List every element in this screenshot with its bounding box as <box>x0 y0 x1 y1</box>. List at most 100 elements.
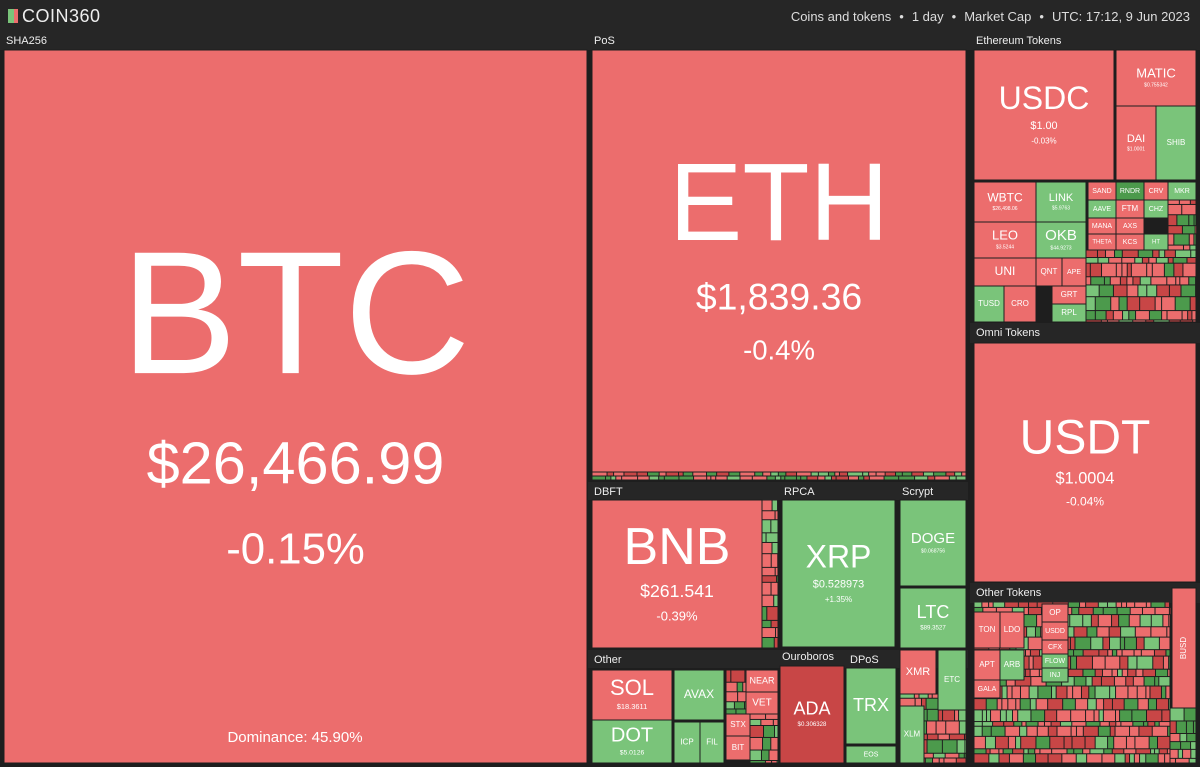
tile-filler <box>1155 677 1159 686</box>
tile-filler <box>775 511 778 520</box>
coin-tile[interactable] <box>973 49 1115 181</box>
tile-filler <box>1170 758 1176 763</box>
coin-tile[interactable] <box>3 49 588 764</box>
logo[interactable]: COIN360 <box>8 6 101 27</box>
tile-filler <box>766 714 778 719</box>
tile-filler <box>679 472 683 476</box>
coin-tile[interactable] <box>725 735 751 761</box>
coin-tile[interactable] <box>591 669 673 721</box>
tile-filler <box>771 554 778 567</box>
tile-filler <box>1121 627 1135 637</box>
coin-tile[interactable] <box>1143 199 1169 219</box>
tile-filler <box>1157 285 1169 297</box>
coin-tile[interactable] <box>591 49 967 473</box>
tile-filler <box>807 476 818 480</box>
tile-filler <box>989 754 999 763</box>
coin-change: +1.35% <box>825 595 852 604</box>
tile-filler <box>1122 250 1138 258</box>
coin-symbol: KCS <box>1123 239 1138 246</box>
tile-filler <box>1189 277 1196 285</box>
coin-price: $261.541 <box>640 581 714 601</box>
tile-filler <box>964 734 966 740</box>
tile-filler <box>766 533 778 542</box>
tile-filler <box>727 476 740 480</box>
coin-tile[interactable] <box>1035 181 1087 223</box>
label-band <box>588 482 968 500</box>
tile-filler <box>1182 226 1195 234</box>
tile-filler <box>938 709 943 721</box>
coin-tile[interactable] <box>1051 303 1087 323</box>
coin-tile[interactable] <box>899 587 967 649</box>
tile-filler <box>1098 258 1109 263</box>
top-bar: COIN360 Coins and tokens 1 day Market Ca… <box>0 0 1200 32</box>
coin-tile[interactable] <box>673 669 725 721</box>
coin-tile[interactable] <box>1115 49 1197 107</box>
coin-tile[interactable] <box>1171 587 1197 709</box>
tile-filler <box>1146 686 1150 699</box>
logo-text: COIN360 <box>22 6 101 26</box>
tile-filler <box>1027 726 1037 736</box>
coin-tile[interactable] <box>937 649 967 711</box>
coin-tile[interactable] <box>1143 233 1169 251</box>
coin-tile[interactable] <box>973 679 1001 699</box>
tile-filler <box>1125 637 1136 650</box>
coin-tile[interactable] <box>699 721 725 764</box>
tile-filler <box>1028 607 1041 615</box>
tile-filler <box>1108 736 1114 749</box>
coin-price: $0.068756 <box>921 549 945 555</box>
coin-tile[interactable] <box>845 667 897 745</box>
coin-tile[interactable] <box>591 499 763 649</box>
coin-tile[interactable] <box>899 649 937 695</box>
label-band <box>970 323 1200 343</box>
tile-filler <box>1102 669 1112 677</box>
tile-filler <box>1180 320 1193 322</box>
tile-filler <box>956 476 966 480</box>
tile-filler <box>638 476 649 480</box>
tile-filler <box>914 694 919 698</box>
coin-tile[interactable] <box>591 719 673 764</box>
metric[interactable]: Market Cap <box>944 9 1031 24</box>
coin-tile[interactable] <box>1035 257 1063 287</box>
tile-filler <box>982 726 991 736</box>
tile-filler <box>1091 277 1104 285</box>
tile-filler <box>949 734 964 740</box>
tile-filler <box>1166 650 1170 656</box>
tile-filler <box>1183 749 1191 758</box>
tile-filler <box>750 761 765 763</box>
coin-tile[interactable] <box>1155 105 1197 181</box>
tile-filler <box>745 702 746 709</box>
coin-tile[interactable] <box>1167 181 1197 201</box>
tile-filler <box>1045 710 1057 722</box>
tile-filler <box>987 710 991 722</box>
coin-tile[interactable] <box>899 705 925 764</box>
coin-tile[interactable] <box>899 499 967 587</box>
tile-filler <box>1064 736 1072 749</box>
coin-tile[interactable] <box>745 691 779 715</box>
coin-tile[interactable] <box>999 611 1025 649</box>
coin-tile[interactable] <box>973 611 1001 649</box>
coin-tile[interactable] <box>973 342 1197 583</box>
coin-tile[interactable] <box>779 665 845 764</box>
tile-filler <box>1048 754 1062 763</box>
tile-filler <box>1162 297 1175 311</box>
tile-filler <box>772 542 778 554</box>
tile-filler <box>1024 749 1028 754</box>
coin-tile[interactable] <box>1041 667 1069 683</box>
coin-tile[interactable] <box>999 649 1025 681</box>
tile-filler <box>1189 234 1194 245</box>
period[interactable]: 1 day <box>891 9 944 24</box>
coin-tile[interactable] <box>845 745 897 764</box>
tile-filler <box>1068 669 1083 677</box>
coin-tile[interactable] <box>973 181 1037 223</box>
coin-tile[interactable] <box>1115 105 1157 181</box>
coin-tile[interactable] <box>781 499 896 648</box>
tile-filler <box>1128 656 1137 669</box>
coin-tile[interactable] <box>973 285 1005 323</box>
tile-filler <box>1121 722 1133 726</box>
tile-filler <box>1159 250 1165 258</box>
tile-filler <box>1060 722 1072 726</box>
coin-tile[interactable] <box>1003 285 1037 323</box>
tile-filler <box>936 721 946 734</box>
filter[interactable]: Coins and tokens <box>790 9 892 24</box>
